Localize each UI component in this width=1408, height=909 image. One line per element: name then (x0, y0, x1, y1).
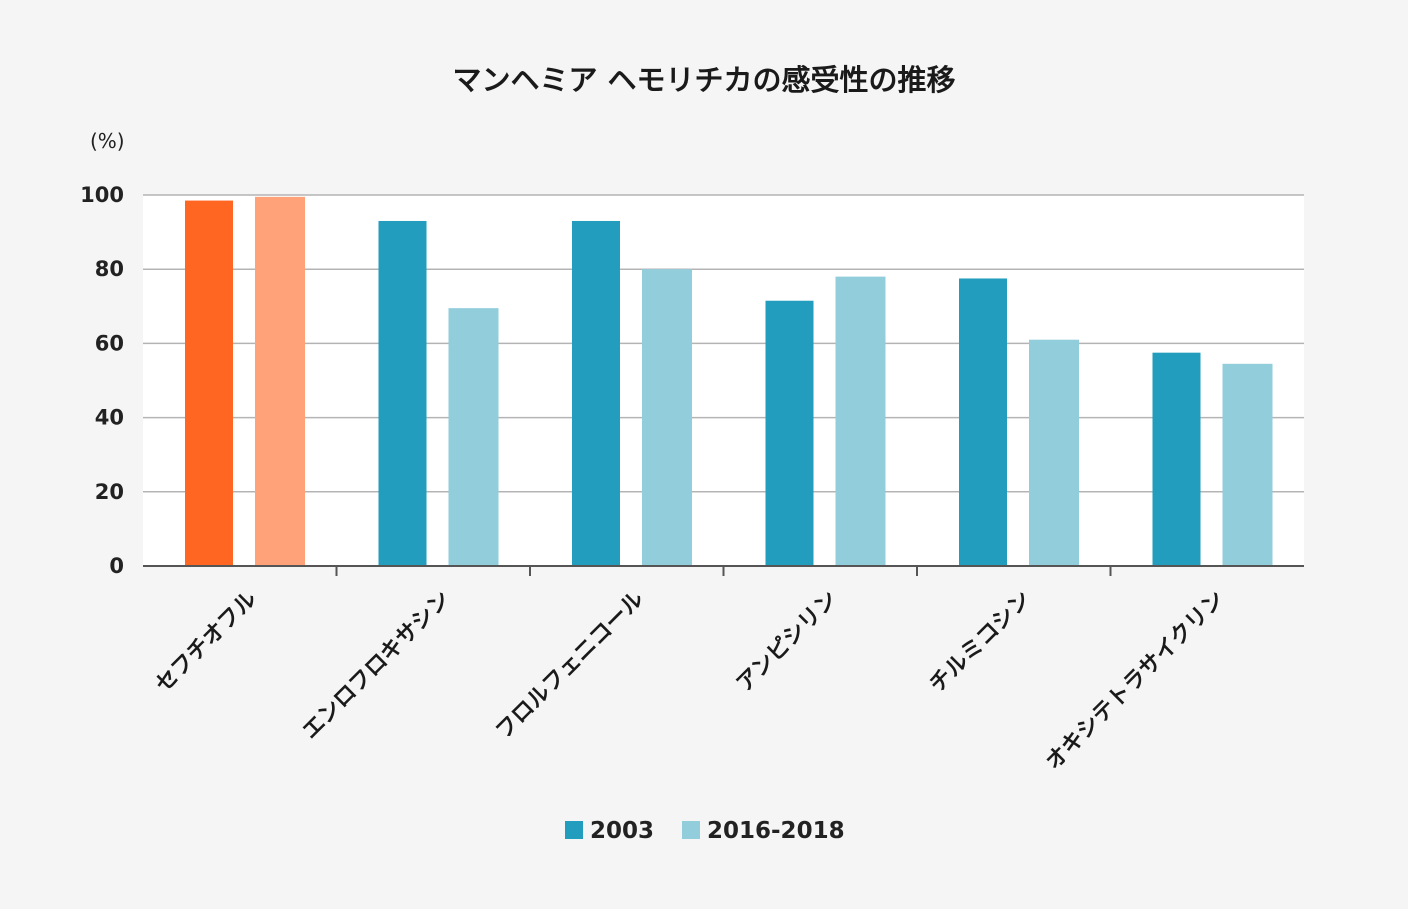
x-tick-label: セフチオフル (151, 587, 262, 698)
legend-swatch (682, 821, 700, 839)
bar-series2-5 (1222, 363, 1273, 566)
legend-label: 2003 (590, 818, 654, 844)
x-axis (143, 565, 1304, 576)
y-tick-label: 80 (95, 257, 124, 281)
bar-series2-4 (1029, 339, 1079, 566)
plot-area (143, 195, 1304, 566)
x-axis-ticks: セフチオフル エンロフロキサシン フロルフェニコール アンピシリン チルミコシン オキシテ… (151, 587, 1230, 775)
bar-series1-3 (765, 300, 814, 566)
bars (185, 196, 1273, 567)
y-tick-label: 60 (95, 331, 124, 355)
y-axis-ticks: 0 20 40 60 80 100 (80, 183, 124, 578)
bar-series1-0 (185, 200, 233, 566)
bar-series1-1 (378, 220, 427, 566)
x-tick-label: アンピシリン (732, 587, 842, 697)
bar-series1-2 (572, 220, 620, 566)
bar-series2-0 (255, 196, 305, 567)
x-tick-label: チルミコシン (925, 587, 1036, 698)
gridlines (143, 194, 1304, 493)
y-tick-label: 40 (95, 406, 124, 430)
x-tick-label: オキシテトラサイクリン (1041, 587, 1229, 775)
bar-series1-4 (959, 278, 1007, 566)
bar-series2-1 (448, 308, 499, 566)
y-tick-label: 20 (95, 480, 124, 504)
legend: 2003 2016-2018 (565, 818, 845, 844)
y-tick-label: 0 (109, 554, 124, 578)
bar-series2-2 (642, 269, 692, 566)
y-axis-unit-label: (%) (90, 129, 125, 153)
y-tick-label: 100 (80, 183, 124, 207)
bar-series1-5 (1152, 352, 1201, 566)
legend-label: 2016-2018 (707, 818, 845, 844)
bar-series2-3 (835, 276, 886, 566)
chart-title: マンヘミア ヘモリチカの感受性の推移 (452, 63, 955, 97)
x-tick-label: フロルフェニコール (491, 587, 649, 745)
x-tick-label: エンロフロキサシン (298, 587, 456, 745)
legend-swatch (565, 821, 583, 839)
